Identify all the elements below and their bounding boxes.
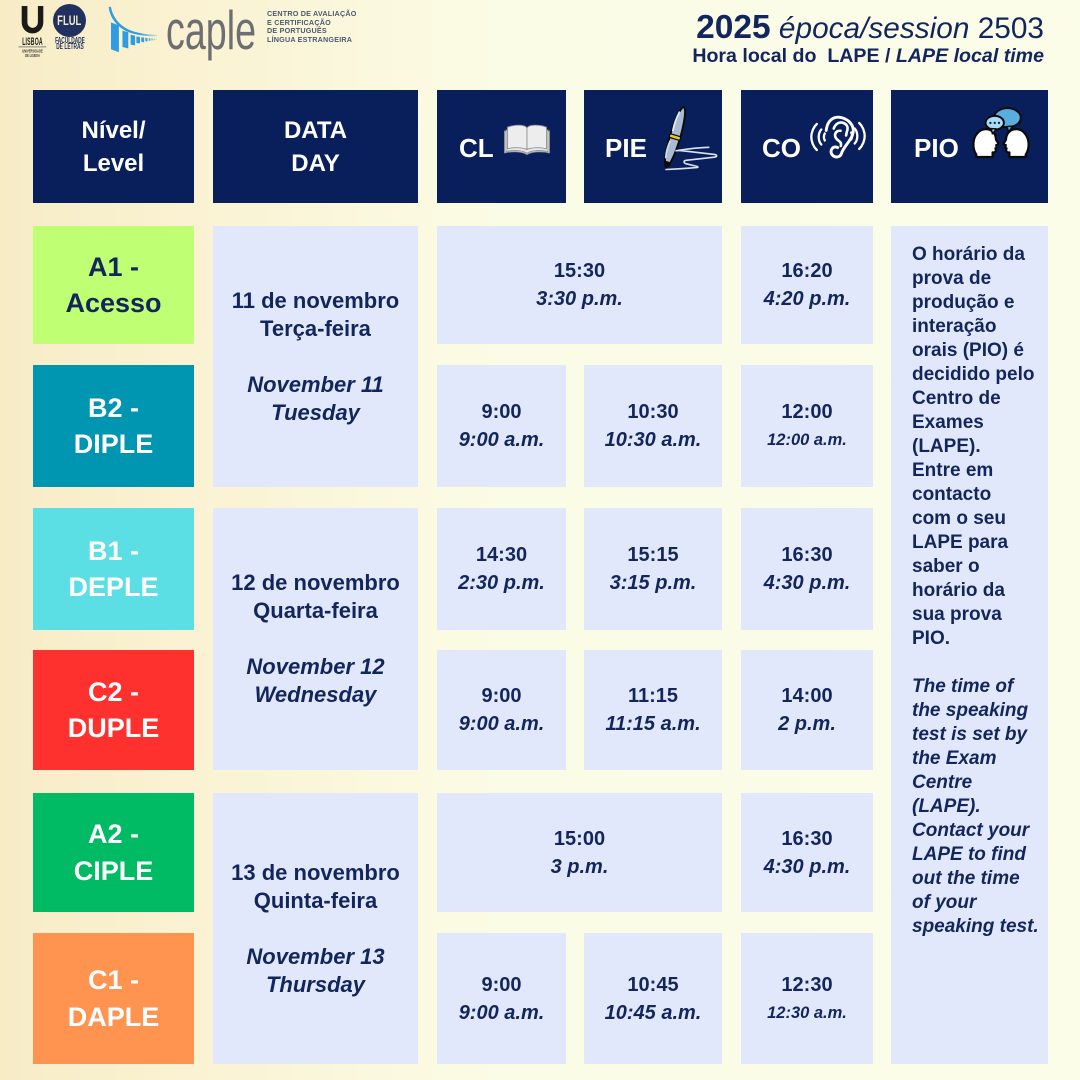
svg-text:LISBOA: LISBOA [22,35,43,48]
svg-text:DE LISBOA: DE LISBOA [25,53,40,58]
svg-text:UNIVERSIDADE: UNIVERSIDADE [22,49,43,54]
